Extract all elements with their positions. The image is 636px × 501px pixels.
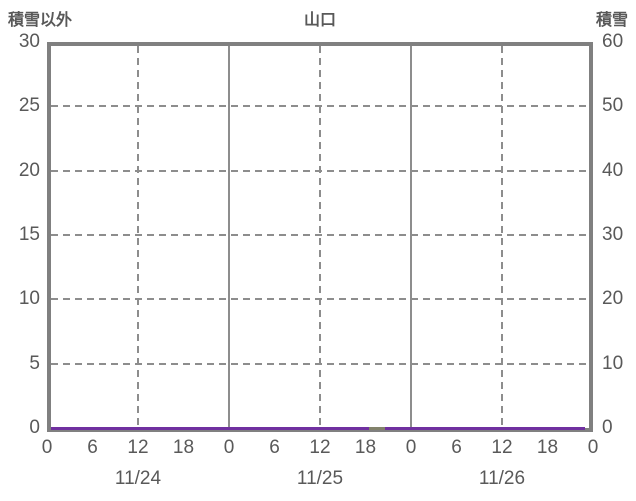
y-left-tick-label: 10: [18, 288, 40, 310]
vertical-gridline-solid: [410, 46, 412, 428]
chart-title: 山口: [303, 12, 336, 29]
series-line-積雪以外: [51, 427, 369, 430]
x-hour-tick-label: 12: [127, 437, 149, 458]
left-axis-title: 積雪以外: [8, 12, 73, 29]
x-hour-tick-label: 18: [172, 437, 195, 458]
y-left-tick-label: 0: [29, 417, 40, 438]
y-left-tick-label: 20: [18, 159, 40, 181]
vertical-gridline-dashed: [501, 46, 503, 428]
series-line-積雪: [368, 427, 386, 430]
x-date-label: 11/24: [114, 468, 162, 489]
y-right-tick-label: 30: [602, 224, 624, 245]
y-left-tick-label: 15: [18, 224, 40, 245]
x-hour-tick-label: 0: [587, 437, 599, 458]
y-right-tick-label: 60: [602, 31, 624, 52]
x-hour-tick-label: 12: [309, 437, 331, 458]
x-hour-tick-label: 6: [269, 437, 280, 458]
y-right-tick-label: 20: [602, 288, 624, 310]
series-line-積雪以外: [385, 427, 586, 430]
x-date-label: 11/26: [478, 468, 526, 489]
x-hour-tick-label: 0: [41, 437, 53, 458]
vertical-gridline-dashed: [137, 46, 139, 428]
y-right-tick-label: 10: [602, 352, 624, 374]
x-hour-tick-label: 0: [223, 437, 235, 458]
y-right-tick-label: 50: [602, 95, 624, 117]
vertical-gridline-solid: [228, 46, 230, 428]
vertical-gridline-dashed: [319, 46, 321, 428]
x-hour-tick-label: 18: [354, 437, 377, 458]
y-left-tick-label: 5: [29, 352, 40, 374]
y-right-tick-label: 40: [602, 159, 624, 181]
x-hour-tick-label: 6: [87, 437, 98, 458]
x-hour-tick-label: 6: [451, 437, 462, 458]
x-hour-tick-label: 18: [536, 437, 559, 458]
y-right-tick-label: 0: [602, 417, 613, 438]
right-axis-title: 積雪: [595, 12, 628, 29]
x-hour-tick-label: 0: [405, 437, 417, 458]
x-hour-tick-label: 12: [491, 437, 513, 458]
y-left-tick-label: 30: [18, 31, 40, 52]
chart-plot-area: [47, 42, 593, 432]
y-left-tick-label: 25: [18, 95, 40, 117]
x-date-label: 11/25: [296, 468, 344, 489]
